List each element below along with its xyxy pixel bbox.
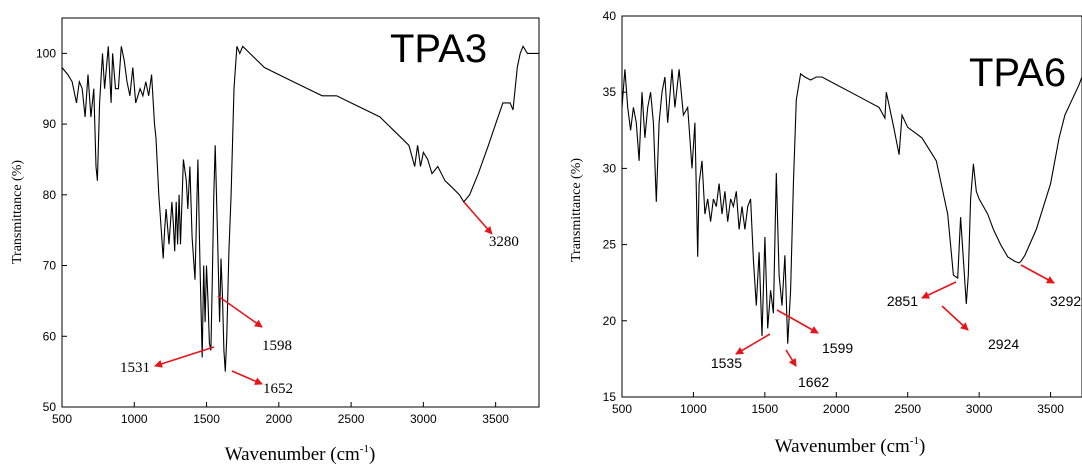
tpa3-y-tick-label: 80 (43, 188, 57, 202)
tpa3-x-axis: 500 1000 1500 2000 2500 3000 3500 (52, 402, 509, 426)
tpa3-xlabel-close: ) (369, 444, 375, 465)
tpa6-x-tick-label: 1500 (752, 402, 779, 416)
tpa6-spectrum-line (621, 69, 1082, 344)
tpa6-y-axis-title: Transmittance (%) (569, 158, 584, 262)
tpa3-title: TPA3 (390, 27, 487, 71)
tpa6-x-tick-label: 2000 (823, 402, 850, 416)
tpa3-annotation-arrow (463, 201, 493, 235)
tpa6-y-tick-label: 20 (603, 314, 617, 328)
tpa6-y-tick-label: 40 (603, 9, 617, 23)
tpa6-annotation-label: 2851 (887, 293, 918, 309)
tpa3-y-tick-label: 50 (43, 400, 57, 414)
tpa6-annotation-label: 1535 (711, 355, 742, 371)
tpa6-x-tick-label: 2500 (894, 402, 921, 416)
tpa3-xlabel-sup: -1 (360, 443, 369, 455)
tpa3-x-axis-title: Wavenumber (cm-1) (225, 443, 376, 465)
tpa6-y-tick-label: 35 (603, 85, 617, 99)
tpa6-annotation-arrow (776, 309, 819, 334)
tpa6-title: TPA6 (969, 51, 1066, 95)
tpa3-annotation-arrow (217, 295, 263, 328)
tpa6-y-tick-label: 15 (603, 390, 617, 404)
tpa6-annotation-arrow (785, 349, 797, 367)
tpa6-annotation-label: 1599 (822, 340, 853, 356)
tpa6-annotation-arrow (735, 333, 771, 355)
tpa6-x-axis-title: Wavenumber (cm-1) (775, 435, 926, 457)
tpa3-x-tick-label: 1000 (121, 412, 148, 426)
tpa3-x-tick-label: 2500 (338, 412, 365, 426)
tpa6-x-tick-label: 3500 (1037, 402, 1064, 416)
tpa6-y-axis: 15 20 25 30 35 40 (603, 9, 627, 404)
tpa3-y-tick-label: 90 (43, 117, 57, 131)
tpa6-xlabel-sup: -1 (910, 435, 919, 447)
tpa3-annotation-label: 3280 (489, 234, 519, 250)
tpa6-panel: 15 20 25 30 35 40 500 1000 1500 2000 2500 3000 3500… (569, 9, 1082, 457)
tpa6-annotation-label: 3292 (1050, 293, 1081, 309)
tpa6-annotations: 2851 2924 3292 1599 1535 1662 (711, 264, 1081, 390)
tpa3-annotations: 3280 1598 1531 1652 (120, 201, 519, 397)
tpa6-annotation-label: 2924 (988, 336, 1019, 352)
tpa6-xlabel-close: ) (919, 436, 925, 457)
tpa3-annotation-label: 1598 (262, 338, 292, 354)
tpa3-annotation-arrow (231, 370, 263, 385)
tpa3-x-tick-label: 500 (52, 412, 72, 426)
tpa3-y-tick-label: 70 (43, 259, 57, 273)
tpa3-x-tick-label: 3000 (410, 412, 437, 426)
tpa6-x-tick-label: 1000 (680, 402, 707, 416)
tpa6-y-tick-label: 25 (603, 238, 617, 252)
tpa6-annotation-arrow (941, 305, 969, 331)
tpa3-x-tick-label: 1500 (193, 412, 220, 426)
tpa6-x-tick-label: 500 (612, 402, 632, 416)
tpa6-xlabel-main: Wavenumber (cm (775, 436, 910, 457)
tpa3-panel: 50 60 70 80 90 100 500 1000 1500 2000 2500 3000 350… (10, 17, 540, 465)
tpa3-y-axis: 50 60 70 80 90 100 (36, 46, 67, 414)
tpa3-x-tick-label: 2000 (265, 412, 292, 426)
tpa3-plot-frame (61, 17, 540, 408)
tpa6-y-tick-label: 30 (603, 161, 617, 175)
tpa3-y-axis-title: Transmittance (%) (10, 160, 25, 264)
tpa6-annotation-arrow (1020, 264, 1055, 284)
tpa3-xlabel-main: Wavenumber (cm (225, 444, 360, 465)
tpa3-annotation-label: 1652 (263, 381, 293, 397)
tpa3-x-tick-label: 3500 (482, 412, 509, 426)
tpa6-plot-frame (621, 15, 1082, 398)
tpa6-x-axis: 500 1000 1500 2000 2500 3000 3500 (612, 392, 1064, 416)
tpa6-annotation-arrow (921, 281, 957, 299)
tpa3-annotation-arrow (154, 346, 215, 368)
tpa3-y-tick-label: 100 (36, 46, 56, 60)
tpa3-spectrum-line (61, 45, 539, 372)
tpa6-annotation-label: 1662 (798, 374, 829, 390)
tpa3-annotation-label: 1531 (120, 360, 150, 376)
tpa3-y-tick-label: 60 (43, 329, 57, 343)
tpa6-x-tick-label: 3000 (966, 402, 993, 416)
